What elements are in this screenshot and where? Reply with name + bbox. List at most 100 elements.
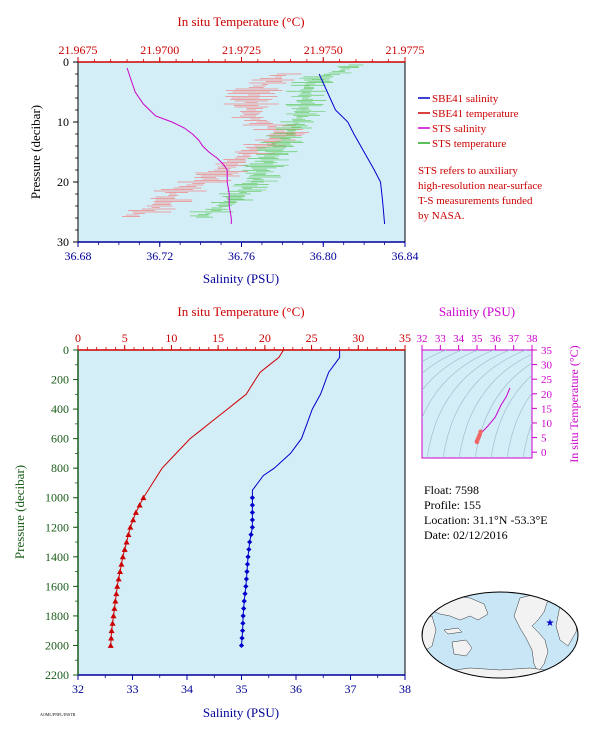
ts-temp-tick-label: 0 [541,447,547,459]
ts-deep-point [474,439,480,445]
top-temp-tick-label: 21.9750 [304,43,343,57]
top-sal-tick-label: 36.72 [146,249,173,263]
salinity-marker [243,576,250,582]
ts-temp-tick-label: 30 [541,360,553,372]
top-pressure-tick-label: 0 [63,55,69,69]
main-pressure-tick-label: 600 [51,432,69,446]
salinity-marker [243,583,249,589]
top-axes: 21.9675 21.9700 21.9725 21.9750 21.9775 36.68… [57,43,425,263]
temperature-marker [125,531,132,538]
main-pressure-tick-label: 2200 [45,668,69,682]
ts-upper-line [482,387,511,433]
info-profile: Profile: 155 [424,498,481,512]
salinity-marker [241,598,247,604]
main-temp-tick-label: 10 [165,331,177,345]
ts-temp-tick-label: 5 [541,433,547,445]
main-pressure-tick-label: 1200 [45,520,69,534]
top-sal-axis-title: Salinity (PSU) [203,271,279,286]
salinity-marker [249,524,255,530]
main-temp-tick-label: 20 [259,331,271,345]
top-temp-tick-label: 21.9700 [140,43,179,57]
top-temp-tick-label: 21.9675 [59,43,98,57]
salinity-marker [239,628,246,634]
legend: SBE41 salinity SBE41 temperature STS sal… [418,93,519,150]
salinity-marker [248,532,254,538]
temperature-marker [108,635,115,641]
info-location: Location: 31.1°N -53.3°E [424,513,548,527]
temperature-marker [119,553,126,560]
main-sal-tick-label: 32 [72,682,84,696]
density-contour [422,350,495,419]
map-outline [421,591,579,679]
density-contour [422,350,479,391]
main-sal-tick-label: 34 [181,682,193,696]
map-africa [422,615,437,651]
density-contour [490,374,532,458]
temperature-marker [110,612,117,619]
ts-sal-tick-label: 33 [435,333,447,345]
legend-label-sts-temperature: STS temperature [432,138,506,150]
main-pressure-axis-title: Pressure (decibar) [12,465,27,559]
float-location-star-icon: ★ [546,618,555,629]
ts-temp-axis-title: In situ Temperature (°C) [567,345,581,462]
main-sal-tick-label: 37 [345,682,357,696]
main-chart: 0 5 10 15 20 25 30 35 32 33 34 35 36 37 38 0 200 400 600 80… [12,304,411,720]
ts-sal-tick-label: 34 [453,333,465,345]
salinity-marker [247,539,253,545]
ts-temp-tick-label: 25 [541,374,553,386]
temperature-marker [114,583,121,589]
temperature-marker [121,546,128,552]
main-pressure-tick-label: 1000 [45,491,69,505]
main-sal-tick-label: 36 [290,682,302,696]
salinity-profile-line [241,350,341,646]
salinity-marker [249,517,255,523]
ts-sal-axis-title: Salinity (PSU) [439,304,515,319]
main-pressure-tick-label: 0 [63,343,69,357]
top-temp-axis-title: In situ Temperature (°C) [177,14,304,29]
main-pressure-tick-label: 1400 [45,550,69,564]
density-contour [522,422,532,458]
top-series-layer [121,64,386,225]
top-sal-tick-label: 36.76 [228,249,255,263]
ts-axes: 32 33 34 35 36 37 38 0 5 10 15 20 25 30 35 [417,333,553,459]
temperature-marker [113,590,120,597]
legend-label-sbe41-salinity: SBE41 salinity [432,93,499,105]
temperature-marker [123,539,130,545]
note-line-2: high-resolution near-surface [418,180,542,192]
float-info: Float: 7598 Profile: 155 Location: 31.1°… [424,483,548,542]
temperature-marker [117,568,124,574]
footer-code: AOML/PNFL/INSTR [40,712,76,717]
ts-temp-tick-label: 10 [541,418,553,430]
temperature-profile-line [110,350,284,646]
salinity-marker [239,635,245,641]
ts-temp-tick-label: 35 [541,345,553,357]
top-chart: 21.9675 21.9700 21.9725 21.9750 21.9775 36.68… [28,14,425,286]
ts-sal-tick-label: 36 [490,333,502,345]
ts-sal-tick-label: 35 [472,333,484,345]
main-sal-tick-label: 38 [399,682,411,696]
main-temp-tick-label: 5 [122,331,128,345]
legend-label-sbe41-temperature: SBE41 temperature [432,108,519,120]
temperature-marker [127,524,134,530]
map-americas [513,593,549,673]
temperature-marker [136,502,143,508]
salinity-marker [249,495,255,501]
ts-sal-tick-label: 38 [527,333,539,345]
salinity-marker [249,502,255,508]
world-map: ★ [421,591,579,679]
salinity-marker [240,620,246,626]
note-line-1: STS refers to auxiliary [418,165,518,177]
main-temp-tick-label: 30 [352,331,364,345]
main-pressure-tick-label: 400 [51,402,69,416]
temperature-marker [111,605,118,611]
ts-series-layer [474,387,511,445]
temperature-marker [107,642,114,648]
ts-temp-tick-label: 20 [541,389,553,401]
top-pressure-tick-label: 20 [57,175,69,189]
top-pressure-tick-label: 30 [57,235,69,249]
main-temp-tick-label: 35 [399,331,411,345]
sts-salinity-line [126,67,232,224]
main-pressure-tick-label: 1600 [45,579,69,593]
note-line-4: by NASA. [418,210,465,222]
